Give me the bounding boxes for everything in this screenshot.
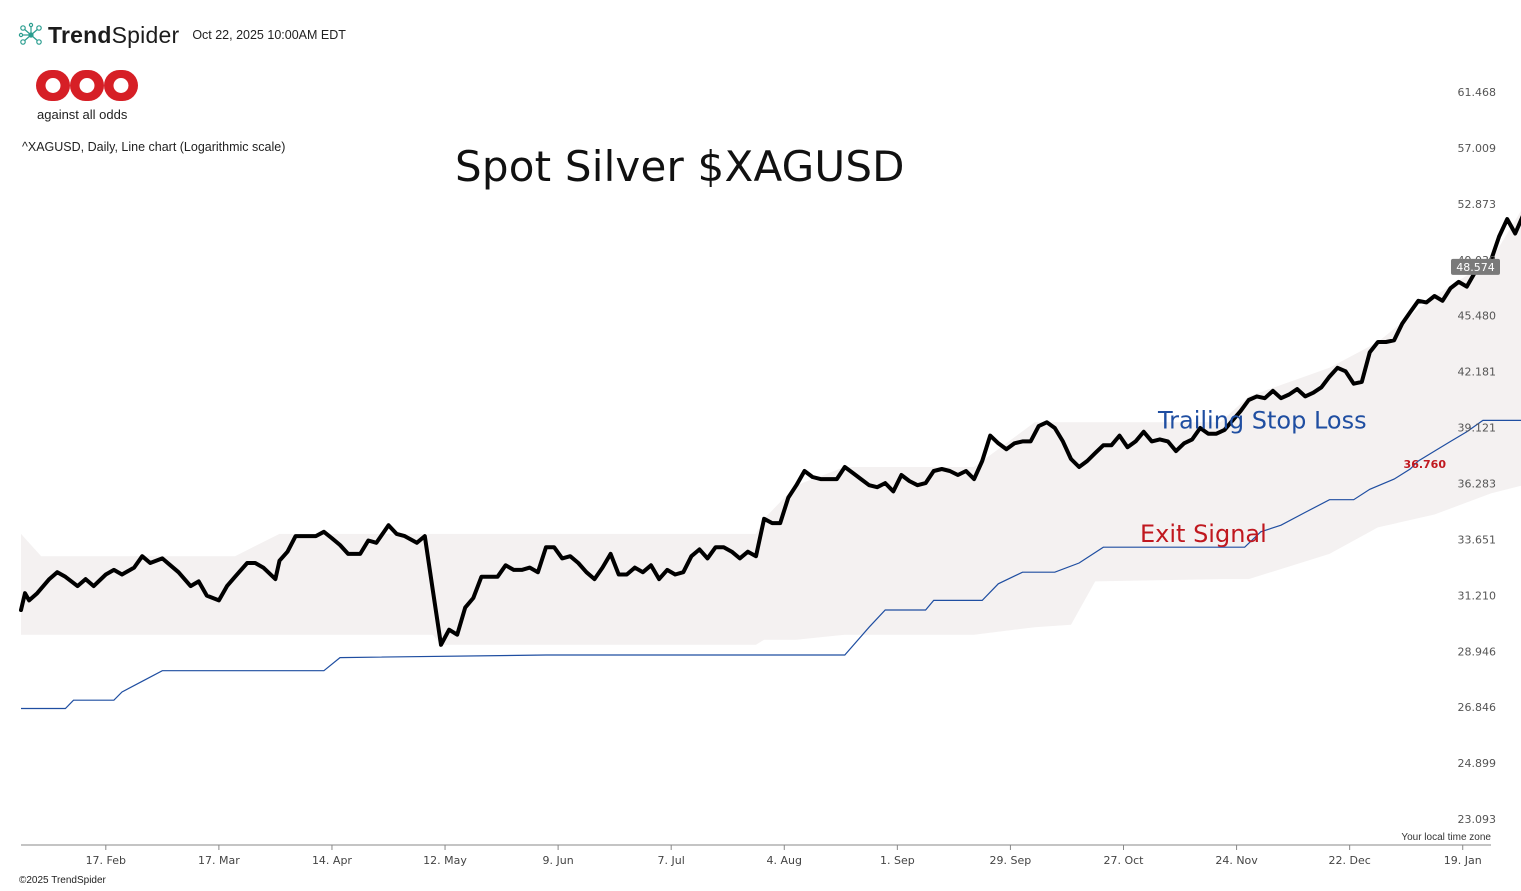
y-tick-label: 31.210 — [1458, 589, 1497, 602]
last-price-tag — [1451, 258, 1500, 275]
price-line — [19, 215, 1521, 647]
brand-bold: Trend — [48, 21, 112, 48]
y-tick-label: 42.181 — [1458, 366, 1497, 379]
range-band-area — [21, 210, 1521, 645]
x-tick-label: 27. Oct — [1103, 854, 1144, 867]
last-price-label: 48.574 — [1456, 261, 1495, 274]
y-tick-label: 52.873 — [1458, 198, 1497, 211]
y-tick-label: 24.899 — [1458, 757, 1497, 770]
x-tick-label: 7. Jul — [658, 854, 685, 867]
x-tick-label: 17. Mar — [198, 854, 240, 867]
header: TrendSpider Oct 22, 2025 10:00AM EDT — [18, 20, 346, 50]
annotations: 48.574 36.760 Trailing Stop Loss Exit Signa… — [1140, 258, 1500, 548]
y-tick-label: 23.093 — [1458, 813, 1497, 826]
trailing-stop-label: Trailing Stop Loss — [1157, 406, 1367, 434]
trailing-stop-series — [21, 419, 1521, 710]
x-tick-label: 17. Feb — [86, 854, 126, 867]
x-tick-label: 19. Jan — [1444, 854, 1482, 867]
x-tick-label: 14. Apr — [312, 854, 352, 867]
range-band — [21, 210, 1521, 645]
x-tick-label: 9. Jun — [543, 854, 574, 867]
x-tick-label: 22. Dec — [1329, 854, 1371, 867]
y-tick-label: 26.846 — [1458, 701, 1497, 714]
against-all-odds-logo — [36, 70, 138, 101]
chart-datetime: Oct 22, 2025 10:00AM EDT — [192, 28, 346, 42]
chart-title: Spot Silver $XAGUSD — [455, 142, 905, 191]
brand-name: TrendSpider — [48, 22, 179, 49]
symbol-info: ^XAGUSD, Daily, Line chart (Logarithmic … — [22, 140, 286, 154]
price-series — [19, 215, 1521, 647]
y-axis-ticks: 61.46857.00952.87349.03845.48042.18139.1… — [1458, 86, 1497, 826]
y-tick-label: 45.480 — [1458, 310, 1497, 323]
y-tick-label: 39.121 — [1458, 422, 1497, 435]
y-tick-label: 33.651 — [1458, 533, 1497, 546]
x-tick-label: 24. Nov — [1215, 854, 1258, 867]
exit-value-label: 36.760 — [1404, 458, 1447, 471]
x-axis-ticks: 17. Feb 17. Mar 14. Apr 12. May 9. Jun 7. Jul… — [86, 845, 1482, 867]
brand-light: Spider — [111, 21, 180, 48]
x-tick-label: 29. Sep — [990, 854, 1032, 867]
exit-signal-label: Exit Signal — [1140, 520, 1267, 548]
y-tick-label: 57.009 — [1458, 142, 1497, 155]
logo-text: against all odds — [37, 107, 128, 122]
y-tick-label: 36.283 — [1458, 477, 1497, 490]
x-tick-label: 1. Sep — [880, 854, 915, 867]
x-tick-label: 12. May — [423, 854, 467, 867]
timezone-note: Your local time zone — [1401, 832, 1491, 843]
copyright: ©2025 TrendSpider — [19, 875, 106, 886]
trendspider-network-icon — [18, 22, 42, 45]
y-tick-label: 61.468 — [1458, 86, 1497, 99]
x-tick-label: 4. Aug — [767, 854, 802, 867]
y-tick-label: 28.946 — [1458, 645, 1497, 658]
trailing-stop-line — [21, 419, 1521, 710]
